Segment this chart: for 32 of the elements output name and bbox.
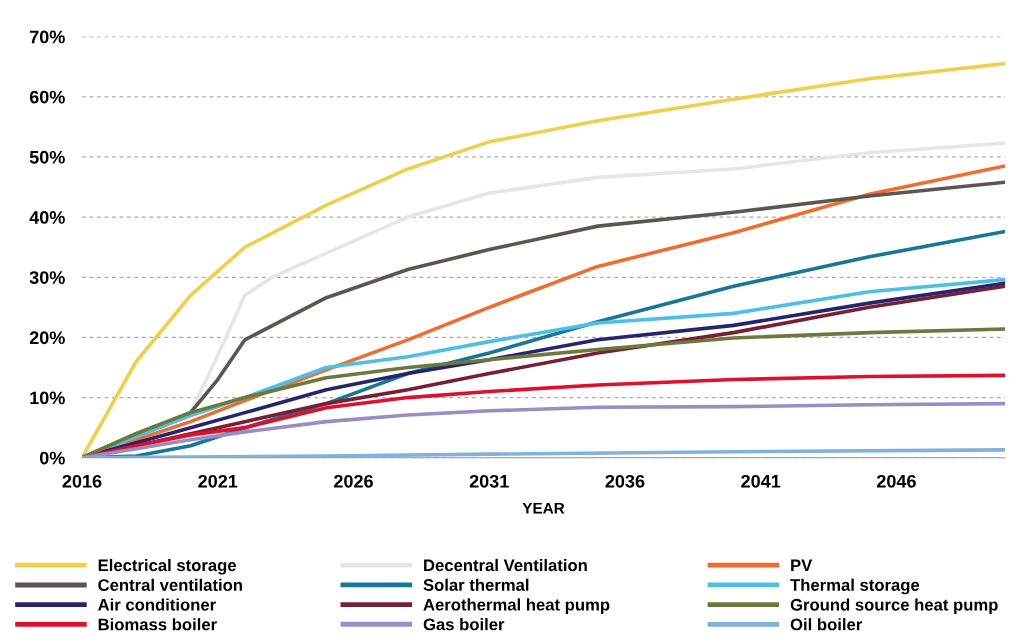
y-tick-label: 30%: [29, 271, 65, 284]
legend-label: Electrical storage: [98, 558, 236, 575]
legend-label: Aerothermal heat pump: [423, 598, 610, 614]
x-tick-label: 2036: [605, 474, 645, 488]
y-tick-label: 0%: [39, 451, 65, 465]
legend-label: Decentral Ventilation: [424, 558, 587, 572]
x-tick-label: 2026: [334, 474, 373, 488]
y-tick-label: 70%: [29, 30, 65, 44]
y-tick-label: 60%: [29, 90, 65, 104]
legend-label: Ground source heat pump: [790, 598, 998, 614]
y-tick-label: 10%: [30, 391, 65, 405]
x-tick-label: 2041: [741, 474, 781, 488]
legend-label: Central ventilation: [98, 578, 242, 591]
x-tick-label: 2016: [62, 474, 102, 488]
legend-label: Solar thermal: [423, 578, 529, 591]
line-series: [82, 61, 1005, 458]
x-axis-title: YEAR: [522, 502, 565, 514]
y-tick-label: 50%: [29, 150, 65, 164]
legend-label: PV: [791, 559, 813, 572]
line-series: [82, 401, 1005, 458]
y-tick-label: 40%: [29, 211, 65, 224]
x-tick-label: 2031: [469, 474, 509, 488]
legend-label: Biomass boiler: [98, 618, 217, 631]
x-tick-label: 2046: [876, 474, 916, 488]
legend-label: Thermal storage: [790, 578, 920, 595]
line-series: [82, 327, 1005, 458]
legend-label: Oil boiler: [790, 618, 863, 631]
legend-label: Air conditioner: [98, 598, 216, 611]
line-series: [82, 448, 1005, 458]
y-tick-label: 20%: [29, 331, 65, 345]
x-tick-label: 2021: [198, 474, 238, 488]
legend-label: Gas boiler: [423, 618, 505, 631]
